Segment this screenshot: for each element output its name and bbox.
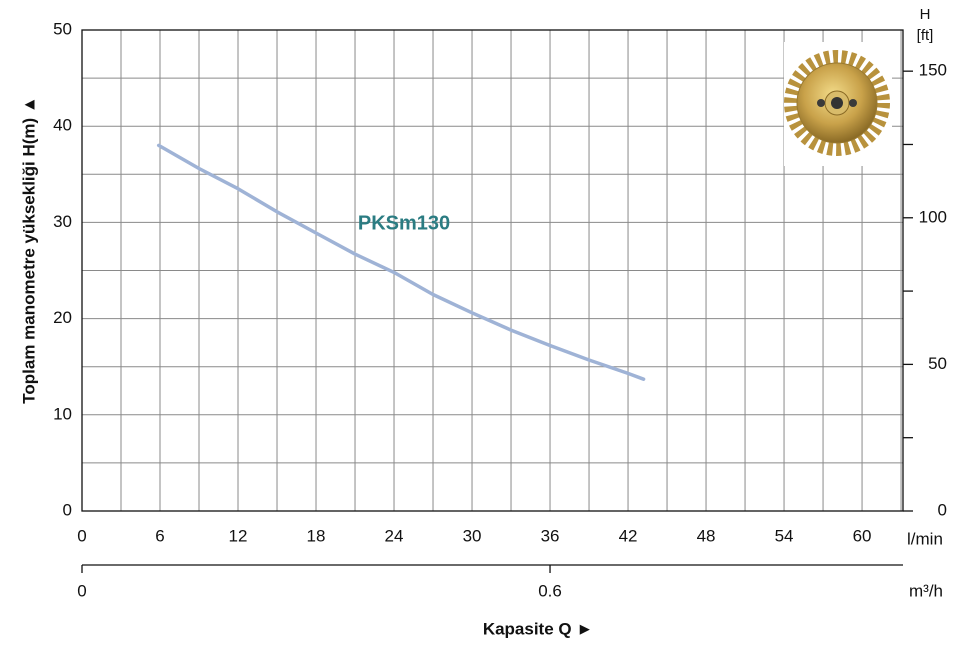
y-axis-title: Toplam manometre yüksekliği H(m) ▲: [19, 96, 38, 403]
grid: [81, 29, 903, 512]
x-tick-label: 24: [385, 526, 404, 545]
curve: [156, 143, 646, 381]
x-tick-label: 54: [775, 526, 794, 545]
x-axis-title: Kapasite Q ►: [483, 619, 593, 638]
x-tick-label: 30: [463, 526, 482, 545]
y-tick-label: 50: [53, 19, 72, 38]
x-tick-label: 36: [541, 526, 560, 545]
y2-tick-label: 0: [938, 500, 947, 519]
x-unit: l/min: [907, 529, 943, 548]
x-tick-label: 6: [155, 526, 164, 545]
series-label: PKSm130: [358, 213, 450, 235]
y-tick-label: 0: [63, 500, 72, 519]
y-tick-label: 30: [53, 212, 72, 231]
x-tick-label: 18: [307, 526, 326, 545]
x-tick-label: 60: [853, 526, 872, 545]
x2-tick-label: 0.6: [538, 581, 562, 600]
x-tick-label: 48: [697, 526, 716, 545]
y2-unit-sub: [ft]: [917, 27, 934, 44]
x-tick-label: 12: [229, 526, 248, 545]
x-tick-label: 42: [619, 526, 638, 545]
y-tick-label: 10: [53, 404, 72, 423]
y2-tick-label: 50: [928, 354, 947, 373]
y-tick-label: 20: [53, 308, 72, 327]
y2-tick-label: 100: [919, 207, 947, 226]
y2-tick-label: 150: [919, 61, 947, 80]
x-tick-label: 0: [77, 526, 86, 545]
y2-unit: H: [920, 6, 931, 23]
x2-tick-label: 0: [77, 581, 86, 600]
plot-frame: [81, 29, 904, 512]
x2-unit: m³/h: [909, 581, 943, 600]
y-tick-label: 40: [53, 116, 72, 135]
impeller-image: [784, 42, 892, 166]
